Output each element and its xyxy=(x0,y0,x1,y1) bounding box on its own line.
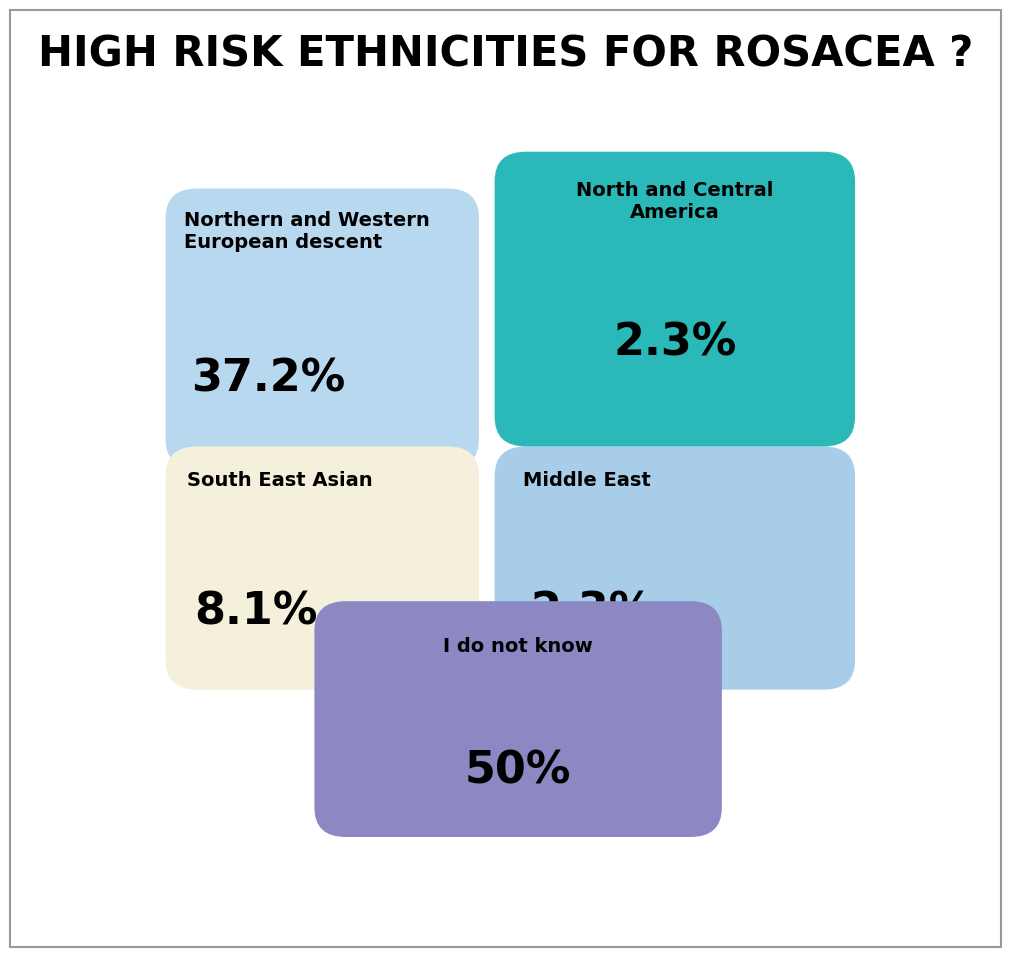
FancyBboxPatch shape xyxy=(494,446,855,690)
Text: 8.1%: 8.1% xyxy=(194,590,317,634)
Text: 2.3%: 2.3% xyxy=(531,590,654,634)
FancyBboxPatch shape xyxy=(494,151,855,446)
Text: 2.3%: 2.3% xyxy=(614,322,736,365)
Text: 37.2%: 37.2% xyxy=(191,358,345,400)
Text: I do not know: I do not know xyxy=(443,636,593,656)
Text: 50%: 50% xyxy=(465,749,571,792)
FancyBboxPatch shape xyxy=(166,446,479,690)
Text: Middle East: Middle East xyxy=(524,471,651,490)
Text: Northern and Western
European descent: Northern and Western European descent xyxy=(184,211,430,252)
Text: South East Asian: South East Asian xyxy=(187,471,373,490)
FancyBboxPatch shape xyxy=(166,189,479,469)
Text: HIGH RISK ETHNICITIES FOR ROSACEA ?: HIGH RISK ETHNICITIES FOR ROSACEA ? xyxy=(37,33,974,76)
FancyBboxPatch shape xyxy=(314,601,722,837)
Text: North and Central
America: North and Central America xyxy=(576,181,773,222)
